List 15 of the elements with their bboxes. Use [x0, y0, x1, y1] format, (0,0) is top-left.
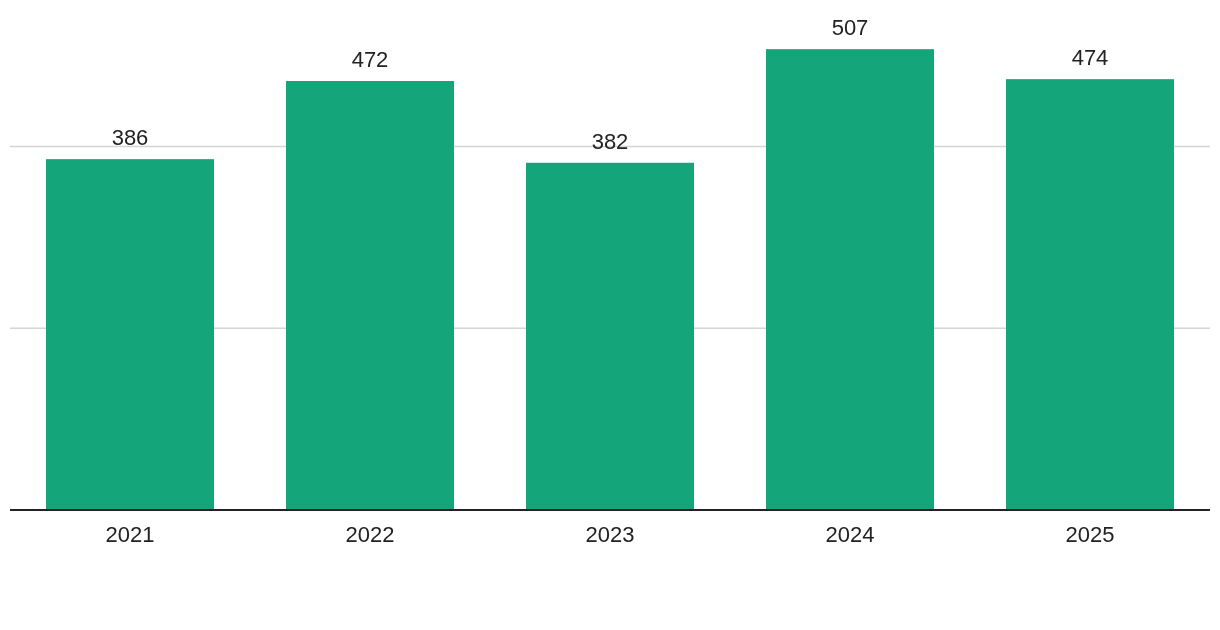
bar	[1006, 79, 1174, 510]
x-tick-label: 2024	[825, 522, 875, 547]
data-label: 382	[591, 128, 629, 154]
data-label: 507	[831, 15, 869, 41]
x-tick-label: 2022	[345, 522, 395, 547]
bar	[46, 159, 214, 510]
bar	[766, 49, 934, 510]
data-label: 472	[351, 46, 389, 72]
x-tick-label: 2021	[105, 522, 155, 547]
x-tick-label: 2025	[1065, 522, 1115, 547]
x-tick-label: 2023	[585, 522, 635, 547]
bar	[286, 80, 454, 510]
data-label: 386	[111, 125, 149, 151]
bar	[526, 162, 694, 510]
data-label: 474	[1071, 45, 1109, 71]
